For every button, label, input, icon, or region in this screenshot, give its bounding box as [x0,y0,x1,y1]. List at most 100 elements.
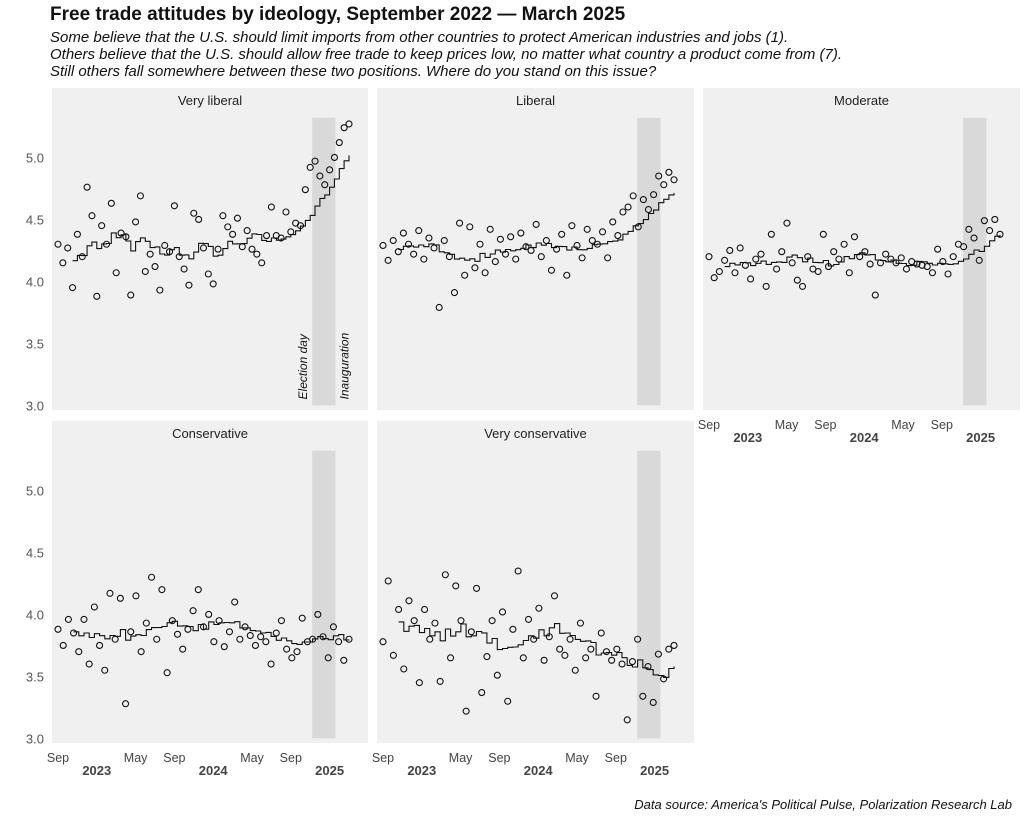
data-point [507,233,515,241]
data-point [517,229,525,237]
panel-title: Very liberal [178,93,242,108]
data-point [321,181,329,189]
data-point [384,256,392,264]
x-year-label: 2024 [850,430,880,445]
data-point [340,124,348,132]
data-point [524,615,533,623]
data-point [501,250,510,258]
data-point [457,617,465,625]
election-period-band [637,117,661,406]
x-tick-label: Sep [488,751,510,765]
data-point [233,214,241,222]
data-point [180,265,188,273]
data-point [231,598,239,606]
panel-title: Conservative [172,426,248,441]
data-point [90,603,98,611]
data-point [902,265,911,273]
data-point [64,615,72,623]
data-point [660,181,668,189]
data-point [93,292,101,300]
data-point [324,654,332,662]
data-point [986,227,994,235]
rolling-mean-line [72,155,350,262]
rolling-mean-line [73,620,350,645]
data-point [136,192,144,200]
data-point [944,270,952,278]
subtitle-line: Still others fall somewhere between thes… [50,63,657,80]
x-year-label: 2023 [733,430,762,445]
data-point [866,260,874,268]
data-point [78,253,86,261]
data-point [593,240,601,248]
data-point [262,232,271,240]
data-point [970,234,978,242]
x-tick-label: May [124,751,148,765]
data-point [248,245,256,253]
data-point [481,269,489,277]
election-period-band [312,117,336,406]
data-point [665,645,673,653]
data-point [389,651,397,659]
data-point [340,656,348,664]
data-point [588,236,596,245]
data-point [147,573,156,581]
data-point [384,577,392,585]
y-tick-label: 3.5 [26,669,44,684]
data-point [243,227,251,235]
data-point [741,261,749,269]
data-point [471,264,479,272]
election-period-band [637,450,661,739]
data-point [928,269,936,277]
data-point [96,641,104,649]
data-point [117,229,125,237]
election-day-label: Election day [296,333,310,399]
data-point [101,666,109,674]
data-point [767,230,775,238]
data-point [918,261,926,269]
data-point [530,635,538,643]
data-point [156,286,164,294]
data-point [965,225,973,233]
data-point [184,625,192,633]
y-tick-label: 5.0 [26,150,44,165]
data-point [783,219,791,227]
inauguration-label: Inauguration [337,332,351,399]
data-point [861,248,869,256]
data-source: Data source: America's Political Pulse, … [634,797,1012,812]
data-point [462,707,470,715]
data-point [122,700,130,708]
data-point [283,645,291,653]
data-point [665,168,673,176]
data-point [435,303,443,312]
data-point [467,628,475,636]
data-point [670,176,678,184]
data-point [537,253,545,261]
data-point [804,253,812,261]
x-tick-label: Sep [931,418,953,432]
data-point [282,208,290,216]
data-point [253,250,261,258]
panel-title: Very conservative [484,426,587,441]
data-point [466,223,474,231]
data-point [527,246,535,254]
data-point [267,660,275,668]
data-point [175,253,183,261]
data-point [106,589,114,597]
data-point [441,571,449,579]
data-point [410,617,418,625]
data-point [542,236,550,245]
data-point [421,605,429,614]
data-point [400,665,408,673]
data-point [649,698,657,707]
data-point [736,244,744,252]
data-point [850,233,859,241]
data-point [461,271,469,279]
chart-title: Free trade attitudes by ideology, Septem… [50,4,626,25]
data-point [316,172,324,180]
data-point [980,217,988,225]
data-point [512,255,520,263]
data-point [793,276,801,284]
data-point [405,597,413,605]
data-point [655,172,663,180]
data-point [496,235,504,243]
